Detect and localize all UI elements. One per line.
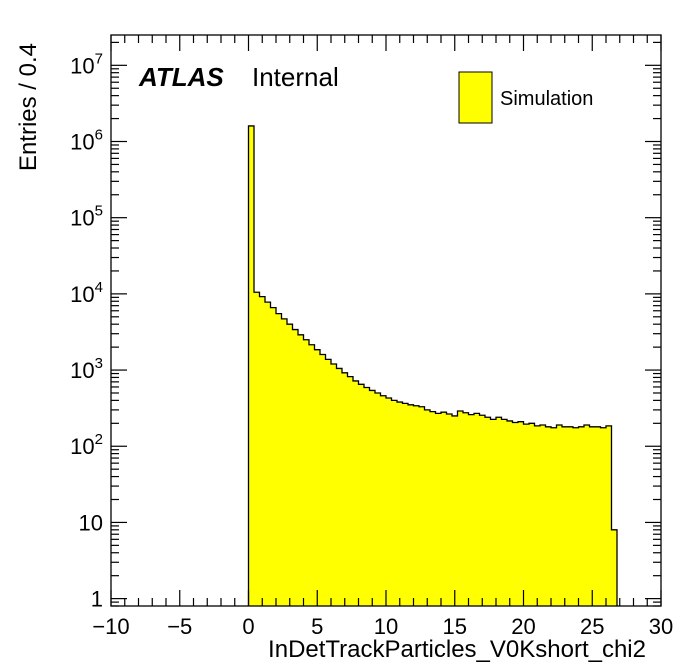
histogram-bar bbox=[463, 412, 469, 606]
histogram-bar bbox=[589, 426, 596, 606]
histogram-bar bbox=[276, 313, 282, 606]
x-tick-label: 20 bbox=[511, 614, 535, 639]
x-tick-labels: −10 −5 0 5 10 15 20 25 30 bbox=[92, 614, 673, 639]
histogram-bar bbox=[512, 422, 519, 606]
histogram-outline bbox=[247, 125, 618, 606]
histogram-bar bbox=[281, 318, 288, 606]
histogram-bar bbox=[347, 376, 354, 606]
histogram-bar bbox=[523, 424, 530, 606]
histogram-bar bbox=[540, 425, 546, 606]
histogram-bar bbox=[254, 292, 260, 606]
atlas-label: ATLAS bbox=[138, 62, 224, 92]
histogram-bar bbox=[314, 349, 321, 606]
histogram-bar bbox=[369, 390, 376, 606]
histogram-bar bbox=[567, 426, 574, 606]
internal-label: Internal bbox=[252, 62, 339, 92]
histogram-bar bbox=[325, 359, 332, 606]
histogram-bar bbox=[562, 426, 568, 606]
x-tick-label: −5 bbox=[167, 614, 192, 639]
histogram-bar bbox=[578, 426, 585, 606]
y-tick-label: 10 bbox=[79, 510, 103, 535]
histogram-bar bbox=[265, 302, 271, 606]
histogram-bar bbox=[452, 415, 458, 606]
histogram-bar bbox=[446, 414, 453, 606]
histogram-bar bbox=[501, 419, 508, 606]
histogram-bar bbox=[375, 392, 381, 606]
histogram-bar bbox=[485, 417, 491, 606]
x-tick-label: 5 bbox=[311, 614, 323, 639]
histogram-bar bbox=[518, 421, 524, 606]
y-tick-label: 1 bbox=[91, 587, 103, 612]
x-tick-label: 30 bbox=[649, 614, 673, 639]
histogram-bar bbox=[430, 411, 436, 606]
histogram-bar bbox=[573, 427, 579, 606]
y-tick-label: 105 bbox=[70, 203, 103, 231]
x-tick-label: −10 bbox=[92, 614, 129, 639]
histogram-bar bbox=[402, 403, 409, 606]
histogram-bar bbox=[441, 412, 447, 606]
histogram-bar bbox=[545, 426, 552, 606]
x-tick-label: 25 bbox=[580, 614, 604, 639]
histogram-bar bbox=[358, 384, 365, 606]
axis-ticks bbox=[110, 35, 662, 607]
histogram-bar bbox=[386, 397, 392, 606]
histogram-bar bbox=[507, 420, 513, 606]
histogram-bar bbox=[391, 400, 398, 606]
histogram-bar bbox=[303, 339, 310, 606]
histogram-bar bbox=[292, 329, 299, 606]
histogram-bar bbox=[298, 334, 304, 606]
histogram-bar bbox=[468, 414, 475, 606]
histogram-bar bbox=[419, 406, 425, 606]
histogram-bar bbox=[309, 344, 315, 606]
y-tick-label: 103 bbox=[70, 355, 103, 383]
histogram-bar bbox=[380, 395, 387, 606]
histogram-bar bbox=[551, 427, 557, 606]
histogram-bar bbox=[474, 413, 480, 606]
histogram-bar bbox=[496, 417, 502, 606]
histogram-bar bbox=[490, 419, 497, 606]
histogram-bar bbox=[397, 402, 403, 606]
histogram-bar bbox=[353, 380, 359, 606]
histogram-bar bbox=[248, 125, 255, 606]
y-axis-title: Entries / 0.4 bbox=[15, 43, 42, 171]
x-tick-label: 10 bbox=[374, 614, 398, 639]
x-axis-title: InDetTrackParticles_V0Kshort_chi2 bbox=[268, 636, 646, 663]
histogram-bar bbox=[408, 404, 414, 606]
y-tick-label: 107 bbox=[70, 50, 103, 78]
y-tick-label: 106 bbox=[70, 127, 103, 155]
histogram-bar bbox=[287, 324, 293, 606]
histogram-bar bbox=[342, 372, 348, 606]
x-tick-label: 0 bbox=[242, 614, 254, 639]
y-tick-labels: 1 10 102 103 104 105 106 107 bbox=[70, 50, 103, 611]
histogram-bar bbox=[584, 425, 590, 606]
histogram-bars bbox=[248, 125, 618, 606]
histogram-bar bbox=[320, 354, 326, 606]
y-tick-label: 102 bbox=[70, 431, 103, 459]
histogram-bar bbox=[364, 387, 370, 606]
legend-label-simulation: Simulation bbox=[500, 88, 593, 110]
histogram-bar bbox=[479, 415, 486, 606]
histogram-bar bbox=[600, 427, 607, 606]
histogram-bar bbox=[529, 423, 535, 606]
histogram-bar bbox=[336, 368, 343, 606]
histogram-bar bbox=[534, 425, 541, 606]
histogram-bar bbox=[270, 307, 277, 606]
histogram-bar bbox=[331, 364, 337, 606]
histogram-bar bbox=[606, 425, 612, 606]
histogram-bar bbox=[556, 425, 563, 606]
histogram-bar bbox=[611, 529, 618, 606]
legend-swatch-simulation bbox=[458, 71, 493, 124]
histogram-bar bbox=[595, 426, 601, 606]
histogram-bar bbox=[259, 296, 266, 606]
histogram-bar bbox=[435, 413, 442, 606]
histogram-bar bbox=[413, 405, 420, 606]
x-tick-label: 15 bbox=[443, 614, 467, 639]
y-tick-label: 104 bbox=[70, 279, 103, 307]
histogram-bar bbox=[424, 409, 431, 606]
histogram-bar bbox=[457, 411, 464, 606]
